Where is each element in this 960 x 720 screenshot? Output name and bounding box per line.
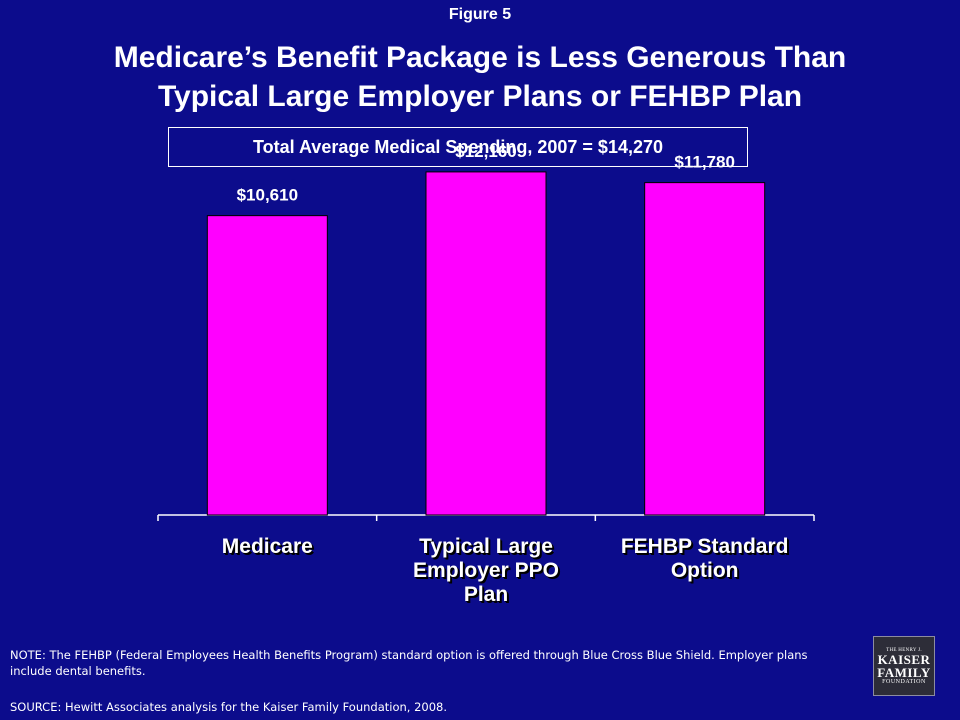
logo-line-2: KAISER: [877, 651, 931, 667]
data-label-3: $11,780: [674, 153, 735, 172]
chart-note: NOTE: The FEHBP (Federal Employees Healt…: [10, 648, 808, 678]
bar-1: [206, 215, 328, 516]
bar-2: [425, 171, 547, 516]
logo-line-1: THE HENRY J.: [886, 647, 922, 653]
chart-title: Medicare’s Benefit Package is Less Gener…: [20, 38, 940, 116]
category-label-line: FEHBP Standard: [620, 535, 789, 558]
category-label-2: Typical Large Employer PPO Plan: [386, 535, 586, 607]
data-label-1: $10,610: [237, 186, 298, 205]
category-label-line: Medicare: [221, 535, 313, 558]
category-label-3: FEHBP Standard Option: [605, 535, 805, 583]
category-label-line: Plan: [463, 583, 509, 606]
logo-line-4: FOUNDATION: [882, 678, 926, 685]
chart-source: SOURCE: Hewitt Associates analysis for t…: [10, 700, 448, 714]
category-label-line: Employer PPO: [413, 559, 559, 582]
chart-title-line-2: Typical Large Employer Plans or FEHBP Pl…: [157, 80, 803, 113]
category-label-line: Typical Large: [419, 535, 553, 558]
category-label-1: Medicare: [167, 535, 367, 559]
chart-subtitle: Total Average Medical Spending, 2007 = $…: [168, 127, 748, 167]
category-label-line: Option: [670, 559, 739, 582]
kaiser-family-foundation-logo: THE HENRY J. KAISER FAMILY FOUNDATION: [873, 636, 935, 696]
figure-label: Figure 5: [448, 6, 512, 23]
bar-3: [644, 182, 766, 516]
data-label-2: $12,160: [455, 142, 516, 161]
logo-line-3: FAMILY: [877, 664, 931, 680]
chart-title-line-1: Medicare’s Benefit Package is Less Gener…: [113, 41, 847, 74]
